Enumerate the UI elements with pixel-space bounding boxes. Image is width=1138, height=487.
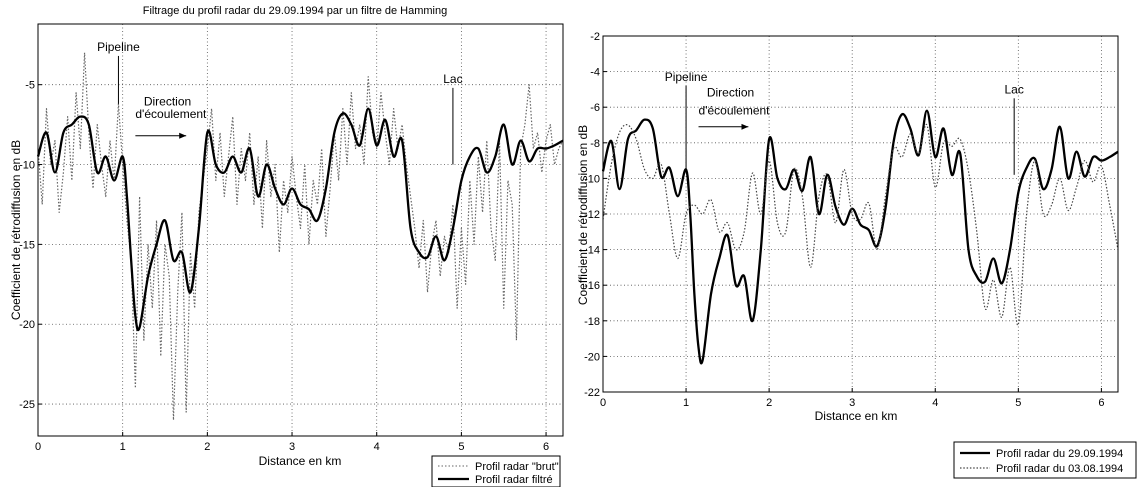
left-legend-label-brut: Profil radar "brut": [475, 461, 559, 473]
x-tick-label: 0: [600, 397, 606, 409]
left-legend-label-filtre: Profil radar filtré: [475, 474, 553, 486]
left-chart-xlabel: Distance en km: [259, 454, 342, 468]
y-tick-label: -12: [584, 209, 600, 221]
left-chart-plot-frame: [37, 23, 564, 437]
right-chart-legend: Profil radar du 29.09.1994 Profil radar …: [953, 441, 1137, 479]
left-chart-ylabel: Coefficient de rétrodiffusion en dB: [9, 140, 23, 320]
x-tick-label: 5: [458, 441, 464, 453]
annotation-label: Pipeline: [665, 70, 708, 84]
y-tick-label: -25: [19, 399, 35, 411]
x-tick-label: 4: [374, 441, 380, 453]
x-tick-label: 3: [289, 441, 295, 453]
x-tick-label: 6: [543, 441, 549, 453]
right-chart-xlabel: Distance en km: [815, 409, 898, 423]
right-chart-ylabel: Coefficient de rétrodiffusion en dB: [576, 125, 590, 305]
x-tick-label: 0: [35, 441, 41, 453]
right-chart-grid: [603, 36, 1118, 392]
right-chart-series: [601, 109, 1119, 365]
left-chart-ticks: 0 1 2 3 4 5 6 -25 -20 -15 -10 -5: [19, 80, 549, 453]
x-tick-label: 5: [1015, 397, 1021, 409]
x-tick-label: 6: [1098, 397, 1104, 409]
y-tick-label: -5: [25, 80, 35, 92]
left-chart-title: Filtrage du profil radar du 29.09.1994 p…: [143, 5, 448, 17]
right-chart: 0 1 2 3 4 5 6 -22 -20 -18 -16 -14 -12 -10 -8 -6 -4 -2 Pip…: [576, 31, 1137, 479]
series-line-2: [602, 123, 1119, 326]
x-tick-label: 3: [849, 397, 855, 409]
y-tick-label: -10: [19, 160, 35, 172]
right-legend-label-03: Profil radar du 03.08.1994: [996, 463, 1123, 475]
right-chart-annotations: Pipeline Direction d'écoulement Lac: [665, 70, 1024, 175]
y-tick-label: -14: [584, 245, 600, 257]
x-tick-label: 1: [120, 441, 126, 453]
y-tick-label: -8: [590, 138, 600, 150]
y-tick-label: -20: [584, 351, 600, 363]
annotation-label: d'écoulement: [699, 103, 771, 117]
x-tick-label: 2: [204, 441, 210, 453]
annotation-label: Lac: [443, 72, 462, 86]
x-tick-label: 1: [683, 397, 689, 409]
series-line-1: [37, 52, 564, 421]
y-tick-label: -22: [584, 387, 600, 399]
annotation-label: d'écoulement: [135, 107, 207, 121]
y-tick-label: -2: [590, 31, 600, 43]
y-tick-label: -20: [19, 319, 35, 331]
annotation-label: Direction: [707, 86, 754, 100]
y-tick-label: -6: [590, 102, 600, 114]
y-tick-label: -4: [590, 67, 600, 79]
right-legend-box: [953, 441, 1137, 479]
y-tick-label: -16: [584, 280, 600, 292]
y-tick-label: -10: [584, 173, 600, 185]
y-tick-label: -18: [584, 316, 600, 328]
x-tick-label: 2: [766, 397, 772, 409]
left-legend-box: [431, 455, 561, 487]
series-line-1: [601, 109, 1119, 365]
annotation-label: Pipeline: [97, 40, 140, 54]
left-chart-series: [36, 52, 564, 421]
annotation-label: Direction: [144, 94, 191, 108]
annotation-label: Lac: [1004, 82, 1023, 96]
left-chart: Filtrage du profil radar du 29.09.1994 p…: [9, 5, 564, 487]
y-tick-label: -15: [19, 239, 35, 251]
right-chart-ticks: 0 1 2 3 4 5 6 -22 -20 -18 -16 -14 -12 -10 -8 -6 -4 -2: [584, 31, 1104, 409]
right-legend-label-29: Profil radar du 29.09.1994: [996, 448, 1123, 460]
x-tick-label: 4: [932, 397, 938, 409]
left-chart-grid: [38, 24, 563, 436]
left-chart-legend: Profil radar "brut" Profil radar filtré: [431, 455, 561, 487]
series-line-2: [36, 107, 564, 332]
